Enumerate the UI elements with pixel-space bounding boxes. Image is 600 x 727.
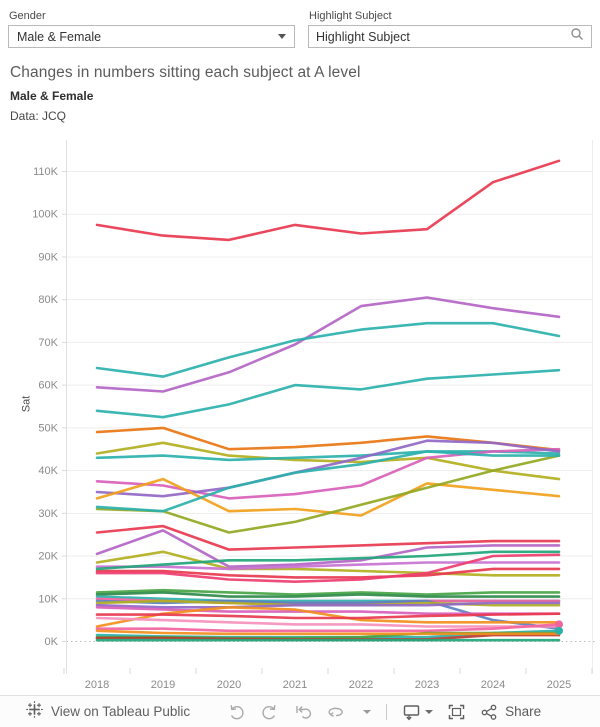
svg-text:2021: 2021 <box>283 679 307 691</box>
tableau-toolbar: View on Tableau Public <box>0 695 600 727</box>
svg-text:110K: 110K <box>33 166 59 178</box>
svg-text:2025: 2025 <box>547 679 571 691</box>
highlight-subject-label: Highlight Subject <box>309 10 392 22</box>
svg-text:90K: 90K <box>38 251 58 263</box>
undo-button[interactable] <box>220 698 253 726</box>
fullscreen-button[interactable] <box>440 698 473 726</box>
data-source-caption: Data: JCQ <box>10 109 67 123</box>
search-icon[interactable] <box>570 27 584 46</box>
refresh-icon <box>328 707 343 717</box>
redo-button[interactable] <box>253 698 286 726</box>
svg-text:60K: 60K <box>38 380 58 392</box>
chart-title: Changes in numbers sitting each subject … <box>10 64 361 81</box>
svg-text:30K: 30K <box>38 508 58 520</box>
svg-text:2022: 2022 <box>349 679 373 691</box>
svg-text:80K: 80K <box>38 294 58 306</box>
redo-icon <box>262 705 276 720</box>
view-on-tableau-public-label: View on Tableau Public <box>51 704 191 719</box>
gender-label: Gender <box>9 10 46 22</box>
svg-text:40K: 40K <box>38 465 58 477</box>
share-label: Share <box>505 704 542 719</box>
highlight-subject-input[interactable] <box>316 29 570 44</box>
plot-canvas[interactable]: 0K 10K 20K 30K 40K 50K 60K 70K 80K 90K 100K 110K 201… <box>0 128 600 693</box>
toolbar-buttons: Share <box>220 698 548 726</box>
revert-icon <box>296 706 312 719</box>
chevron-down-icon <box>363 709 372 714</box>
share-button[interactable]: Share <box>473 698 548 726</box>
title-block: Changes in numbers sitting each subject … <box>10 64 361 123</box>
share-icon <box>481 704 497 720</box>
gender-dropdown-value: Male & Female <box>17 29 102 44</box>
svg-text:2019: 2019 <box>151 679 175 691</box>
svg-text:2018: 2018 <box>85 679 109 691</box>
filter-controls: Gender Male & Female Highlight Subject <box>0 8 600 52</box>
gender-dropdown[interactable]: Male & Female <box>8 25 295 48</box>
download-device-icon <box>403 704 420 720</box>
svg-text:2020: 2020 <box>217 679 241 691</box>
svg-text:100K: 100K <box>32 209 58 221</box>
chevron-down-icon <box>278 34 286 39</box>
svg-text:0K: 0K <box>45 636 59 648</box>
y-axis-title: Sat <box>20 395 33 413</box>
chevron-down-icon <box>425 709 434 714</box>
undo-icon <box>230 705 244 720</box>
fullscreen-icon <box>448 704 465 719</box>
svg-text:20K: 20K <box>38 551 58 563</box>
toolbar-divider <box>386 703 388 720</box>
chart-subtitle: Male & Female <box>10 89 94 103</box>
svg-text:50K: 50K <box>38 422 58 434</box>
view-on-tableau-public-link[interactable]: View on Tableau Public <box>26 700 191 723</box>
refresh-button[interactable] <box>319 698 353 726</box>
line-chart[interactable]: Sat 0K 10K 20K 30K 40K 50K 60K 70K 80K 90K 100K 110… <box>0 128 600 693</box>
svg-text:2023: 2023 <box>415 679 439 691</box>
tableau-logo-icon <box>26 700 43 723</box>
highlight-subject-searchbox[interactable] <box>308 25 592 48</box>
svg-text:10K: 10K <box>38 593 58 605</box>
download-button[interactable] <box>395 698 440 726</box>
svg-text:2024: 2024 <box>481 679 505 691</box>
svg-text:70K: 70K <box>38 337 58 349</box>
revert-button[interactable] <box>286 698 319 726</box>
history-menu-button[interactable] <box>353 698 378 726</box>
